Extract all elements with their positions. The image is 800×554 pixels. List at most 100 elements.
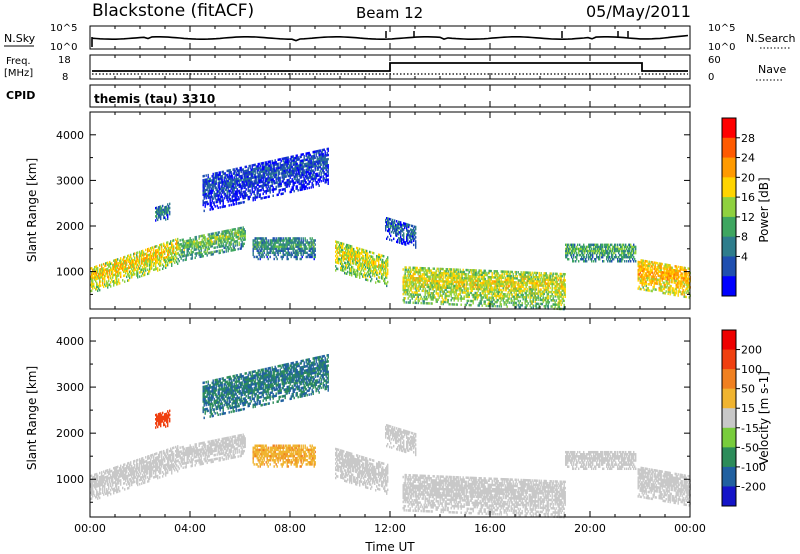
- power-cell: [292, 249, 294, 252]
- power-cell: [504, 293, 506, 296]
- power-cell: [341, 242, 343, 245]
- power-cell: [165, 210, 167, 213]
- power-cell: [286, 239, 288, 242]
- power-cell: [235, 240, 237, 243]
- power-cell: [568, 257, 570, 261]
- power-cell: [375, 269, 377, 272]
- power-cell: [160, 253, 162, 257]
- power-cell: [186, 247, 188, 251]
- power-cell: [147, 260, 149, 263]
- power-cell: [219, 239, 221, 242]
- power-cell: [170, 242, 172, 245]
- power-cell: [283, 249, 285, 252]
- power-cell: [238, 243, 240, 247]
- power-cell: [287, 241, 289, 244]
- power-cell: [219, 245, 221, 248]
- power-cell: [229, 241, 231, 244]
- power-cell: [312, 239, 314, 242]
- power-cell: [176, 248, 178, 251]
- power-cell: [117, 262, 119, 265]
- power-cell: [190, 240, 192, 244]
- power-cell: [159, 252, 161, 255]
- power-cell: [279, 245, 281, 248]
- power-cell: [115, 267, 117, 270]
- power-cell: [133, 269, 135, 272]
- power-cell: [94, 276, 96, 279]
- power-cell: [237, 231, 239, 234]
- power-cell: [144, 259, 146, 262]
- power-cell: [168, 209, 170, 212]
- power-cell: [119, 259, 121, 263]
- power-cell: [163, 250, 165, 254]
- power-cell: [354, 256, 356, 259]
- power-cell: [363, 248, 365, 252]
- power-cell: [195, 244, 197, 247]
- power-cell: [133, 252, 135, 256]
- power-cell: [337, 255, 339, 258]
- power-cell: [189, 239, 191, 242]
- power-cell: [173, 255, 175, 259]
- power-cell: [491, 271, 493, 275]
- power-cell: [306, 247, 308, 250]
- power-cell: [484, 277, 486, 281]
- power-cell: [156, 214, 158, 218]
- power-cell: [95, 271, 97, 275]
- power-cell: [222, 250, 224, 254]
- power-cell: [299, 249, 301, 252]
- power-cell: [189, 243, 191, 246]
- power-cell: [347, 244, 349, 247]
- power-cell: [187, 245, 189, 249]
- power-cell: [552, 272, 554, 275]
- power-cell: [114, 267, 116, 270]
- power-cell: [207, 243, 209, 247]
- power-cell: [349, 250, 351, 254]
- power-cell: [228, 247, 230, 251]
- power-cell: [292, 243, 294, 246]
- freq-tick-top: 18: [58, 55, 71, 66]
- power-cell: [235, 231, 237, 235]
- power-cell: [186, 241, 188, 245]
- power-cell: [306, 239, 308, 242]
- power-cell: [141, 252, 143, 255]
- power-cell: [209, 245, 211, 248]
- power-cell: [338, 251, 340, 255]
- power-cell: [361, 272, 363, 276]
- power-cell: [157, 269, 159, 272]
- power-cell: [147, 248, 149, 251]
- power-cell: [93, 276, 95, 280]
- power-cell: [137, 273, 139, 277]
- power-cell: [129, 270, 131, 273]
- power-cell: [157, 208, 159, 211]
- power-cell: [192, 240, 194, 244]
- power-cell: [357, 269, 359, 273]
- power-cell: [130, 259, 132, 263]
- power-cell: [120, 259, 122, 262]
- power-cell: [122, 264, 124, 268]
- power-cell: [170, 256, 172, 260]
- power-cell: [411, 291, 413, 294]
- power-cell: [374, 258, 376, 261]
- power-cell: [563, 299, 565, 303]
- power-cell: [425, 295, 427, 299]
- power-cell: [97, 267, 99, 270]
- power-cell: [130, 264, 132, 267]
- power-cell: [224, 238, 226, 241]
- power-cell: [222, 232, 224, 235]
- power-cell: [681, 272, 683, 275]
- power-cell: [290, 255, 292, 259]
- power-cell: [151, 267, 153, 270]
- power-cell: [168, 249, 170, 252]
- power-cell: [90, 277, 92, 281]
- power-cell: [158, 258, 160, 262]
- power-cell: [130, 261, 132, 265]
- power-cell: [299, 243, 301, 246]
- power-cell: [345, 272, 347, 275]
- power-cell: [146, 254, 148, 257]
- power-cell: [195, 246, 197, 249]
- power-cell: [113, 259, 115, 262]
- power-cell: [350, 271, 352, 275]
- power-cell: [285, 245, 287, 248]
- power-cell: [305, 247, 307, 250]
- power-cell: [119, 265, 121, 269]
- power-cell: [338, 257, 340, 261]
